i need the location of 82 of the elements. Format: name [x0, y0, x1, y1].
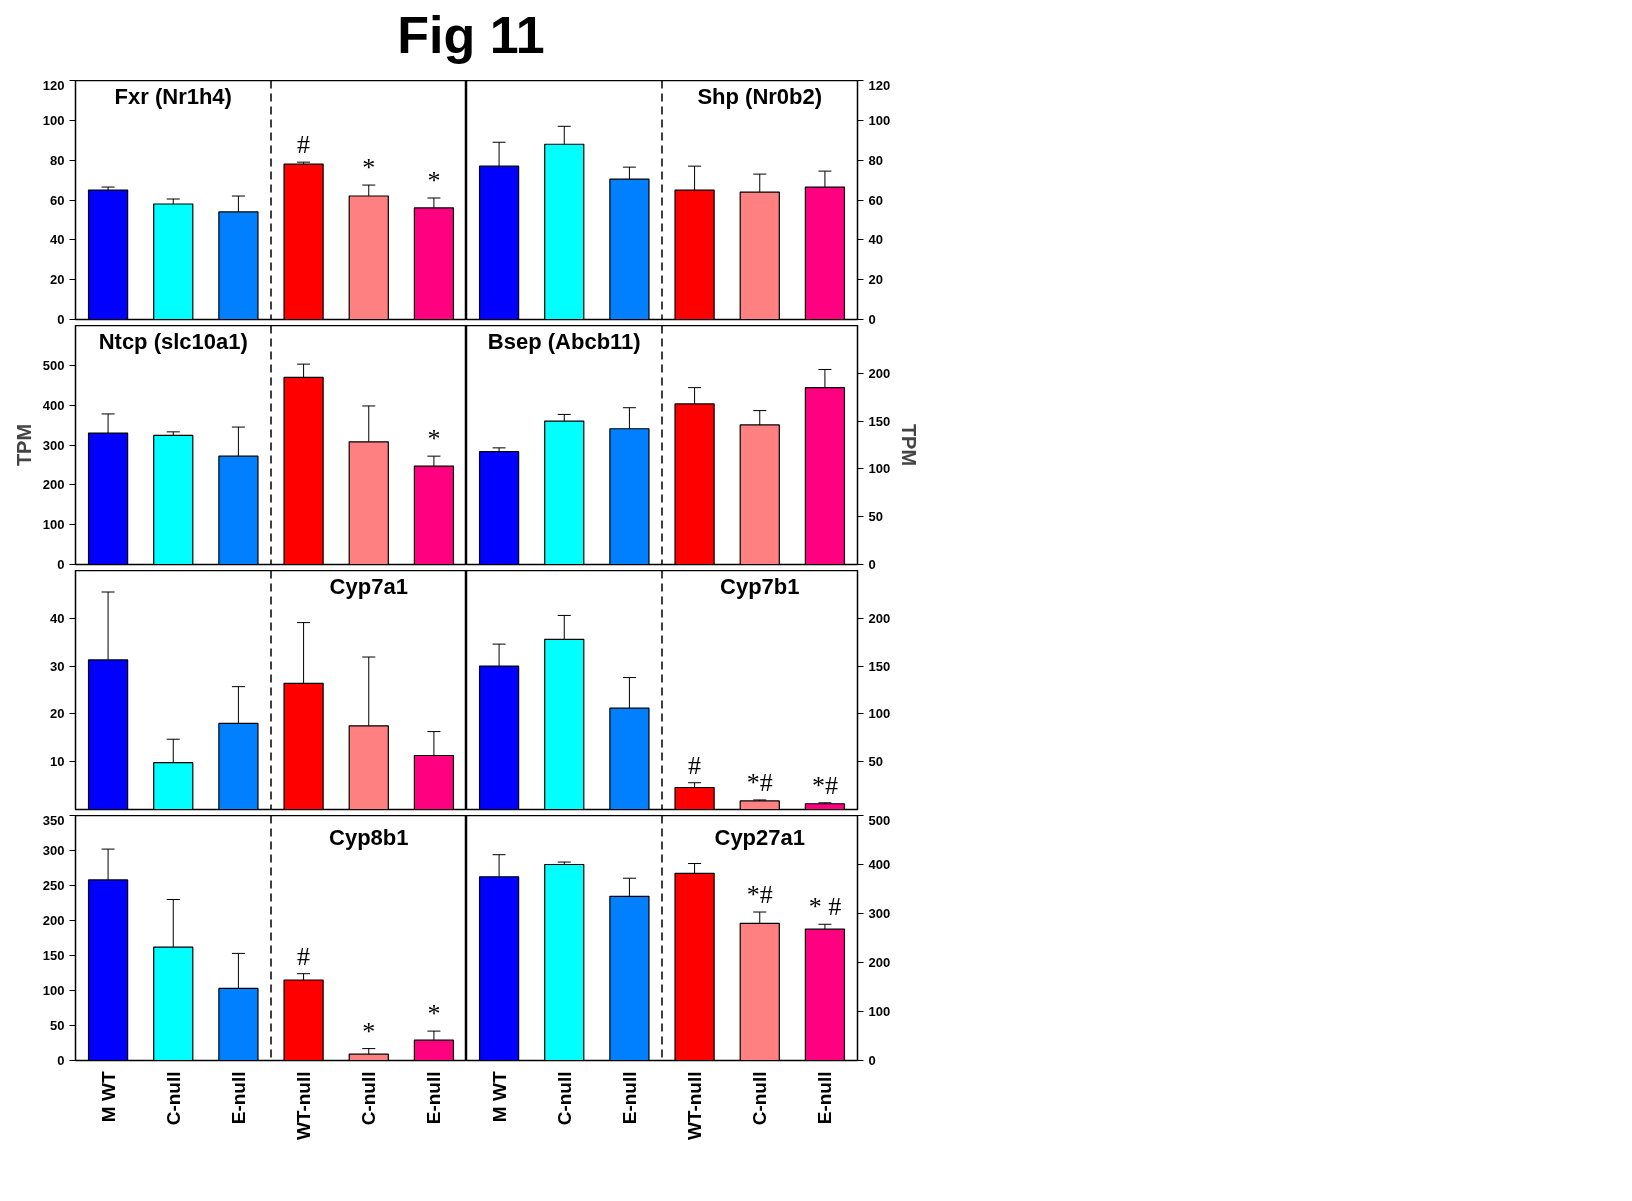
- y-tick-label: 300: [42, 437, 65, 453]
- y-tick-label: 40: [50, 610, 65, 626]
- y-tick-label: 0: [57, 557, 65, 572]
- y-tick-label: 0: [57, 1053, 65, 1068]
- annotation: *: [362, 153, 376, 183]
- y-tick-label: 0: [868, 1053, 876, 1068]
- x-tick-label: C-null: [553, 1071, 575, 1126]
- y-tick-label: 100: [42, 112, 65, 128]
- x-tick-label: E-null: [814, 1071, 836, 1125]
- chart-title: Cyp7b1: [720, 574, 800, 599]
- annotation: *: [427, 999, 441, 1029]
- y-tick-label: 400: [42, 397, 65, 413]
- y-tick-label: 80: [868, 152, 883, 168]
- x-tick-label: C-null: [358, 1071, 380, 1126]
- chart-title: Bsep (Abcb11): [487, 329, 641, 354]
- annotation: *#: [746, 767, 773, 797]
- y-tick-label: 0: [868, 557, 876, 572]
- y-tick-label: 120: [42, 77, 65, 93]
- y-tick-label: 150: [868, 413, 891, 429]
- y-tick-label: 100: [868, 1004, 891, 1019]
- y-tick-label: 200: [42, 913, 65, 928]
- y-tick-label: 60: [50, 192, 65, 208]
- y-tick-label: 100: [868, 112, 891, 128]
- chart-subtitle: Fig 11: [396, 5, 546, 65]
- y-tick-label: 150: [868, 658, 891, 674]
- y-tick-label: 200: [42, 477, 65, 493]
- y-tick-label: 30: [50, 658, 65, 674]
- y-tick-label: 100: [42, 517, 65, 533]
- x-tick-label: E-null: [423, 1071, 445, 1125]
- y-tick-label: 500: [42, 357, 65, 373]
- annotation: #: [297, 130, 311, 160]
- annotation: *: [427, 166, 441, 196]
- y-tick-label: 200: [868, 365, 891, 381]
- y-tick-label: 150: [42, 948, 65, 963]
- y-tick-label: 80: [50, 152, 65, 168]
- y-tick-label: 500: [868, 812, 891, 828]
- y-tick-label: 20: [868, 272, 883, 288]
- annotation: *#: [811, 770, 838, 800]
- chart-title: Cyp8b1: [329, 825, 409, 850]
- y-tick-label: 100: [868, 706, 891, 722]
- y-tick-label: 20: [50, 706, 65, 722]
- y-tick-label: 40: [868, 232, 883, 248]
- annotation: #: [297, 941, 311, 971]
- annotation: #: [688, 750, 702, 780]
- x-tick-label: M WT: [97, 1071, 119, 1123]
- y-axis-title: TPM: [12, 423, 35, 467]
- y-tick-label: 400: [868, 857, 891, 872]
- y-tick-label: 300: [868, 906, 891, 921]
- chart-title: Ntcp (slc10a1): [98, 329, 248, 354]
- y-tick-label: 0: [57, 312, 65, 327]
- y-tick-label: 120: [868, 77, 891, 93]
- y-tick-label: 40: [50, 232, 65, 248]
- annotation: * #: [808, 892, 842, 922]
- annotation: *: [427, 424, 441, 454]
- y-tick-label: 350: [42, 812, 65, 828]
- x-tick-label: E-null: [227, 1071, 249, 1125]
- y-tick-label: 100: [42, 983, 65, 998]
- chart-title: Cyp7a1: [329, 574, 408, 599]
- y-tick-label: 100: [868, 461, 891, 477]
- annotation: *: [362, 1016, 376, 1046]
- y-tick-label: 250: [42, 878, 65, 893]
- y-tick-label: 300: [42, 843, 65, 858]
- y-tick-label: 200: [868, 955, 891, 970]
- x-tick-label: C-null: [749, 1071, 771, 1126]
- y-tick-label: 50: [868, 754, 883, 770]
- y-axis-title: TPM: [898, 423, 921, 467]
- x-tick-label: C-null: [162, 1071, 184, 1126]
- x-tick-label: M WT: [488, 1071, 510, 1123]
- y-tick-label: 10: [50, 754, 65, 770]
- x-tick-label: WT-null: [293, 1071, 315, 1141]
- chart-title: Fxr (Nr1h4): [114, 84, 232, 109]
- y-tick-label: 0: [868, 312, 876, 327]
- y-tick-label: 50: [50, 1018, 65, 1033]
- annotation: *#: [746, 880, 773, 910]
- chart-title: Cyp27a1: [714, 825, 806, 850]
- y-tick-label: 20: [50, 272, 65, 288]
- chart-title: Shp (Nr0b2): [697, 84, 823, 109]
- x-tick-label: E-null: [618, 1071, 640, 1125]
- y-tick-label: 200: [868, 610, 891, 626]
- x-tick-label: WT-null: [684, 1071, 706, 1141]
- y-tick-label: 50: [868, 509, 883, 525]
- y-tick-label: 60: [868, 192, 883, 208]
